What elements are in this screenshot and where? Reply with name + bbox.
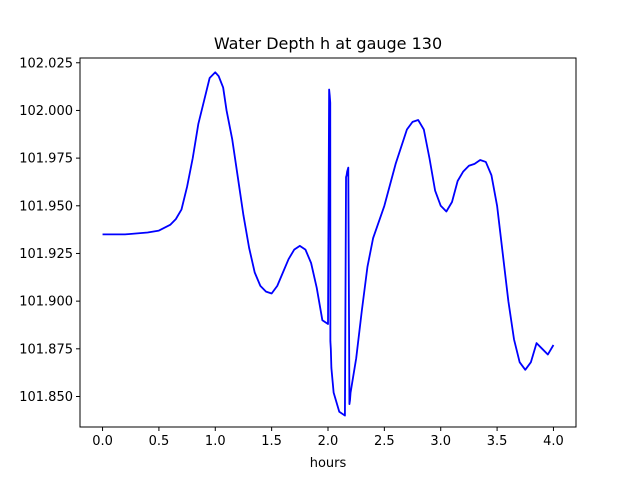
x-axis: 0.0 0.5 1.0 1.5 2.0 2.5 3.0 3.5 4.0 bbox=[92, 427, 564, 449]
y-tick-label: 101.975 bbox=[19, 152, 73, 167]
y-tick-label: 101.925 bbox=[19, 247, 73, 262]
y-tick-label: 101.950 bbox=[19, 199, 73, 214]
x-axis-label: hours bbox=[310, 456, 347, 471]
x-tick-label: 0.5 bbox=[149, 434, 170, 449]
x-tick-label: 4.0 bbox=[543, 434, 564, 449]
x-tick-label: 2.0 bbox=[318, 434, 339, 449]
x-tick-label: 3.0 bbox=[430, 434, 451, 449]
y-tick-label: 102.025 bbox=[19, 56, 73, 71]
y-tick-label: 101.900 bbox=[19, 295, 73, 310]
series-line bbox=[102, 71, 555, 417]
y-axis: 101.850 101.875 101.900 101.925 101.950 101.9… bbox=[19, 56, 80, 405]
y-tick-label: 101.875 bbox=[19, 342, 73, 357]
x-tick-label: 0.0 bbox=[92, 434, 113, 449]
x-tick-label: 3.5 bbox=[487, 434, 508, 449]
x-tick-label: 1.5 bbox=[261, 434, 282, 449]
y-tick-label: 101.850 bbox=[19, 390, 73, 405]
plot-area bbox=[102, 71, 555, 417]
chart-title: Water Depth h at gauge 130 bbox=[214, 34, 442, 53]
y-tick-label: 102.000 bbox=[19, 104, 73, 119]
x-tick-label: 2.5 bbox=[374, 434, 395, 449]
x-tick-label: 1.0 bbox=[205, 434, 226, 449]
